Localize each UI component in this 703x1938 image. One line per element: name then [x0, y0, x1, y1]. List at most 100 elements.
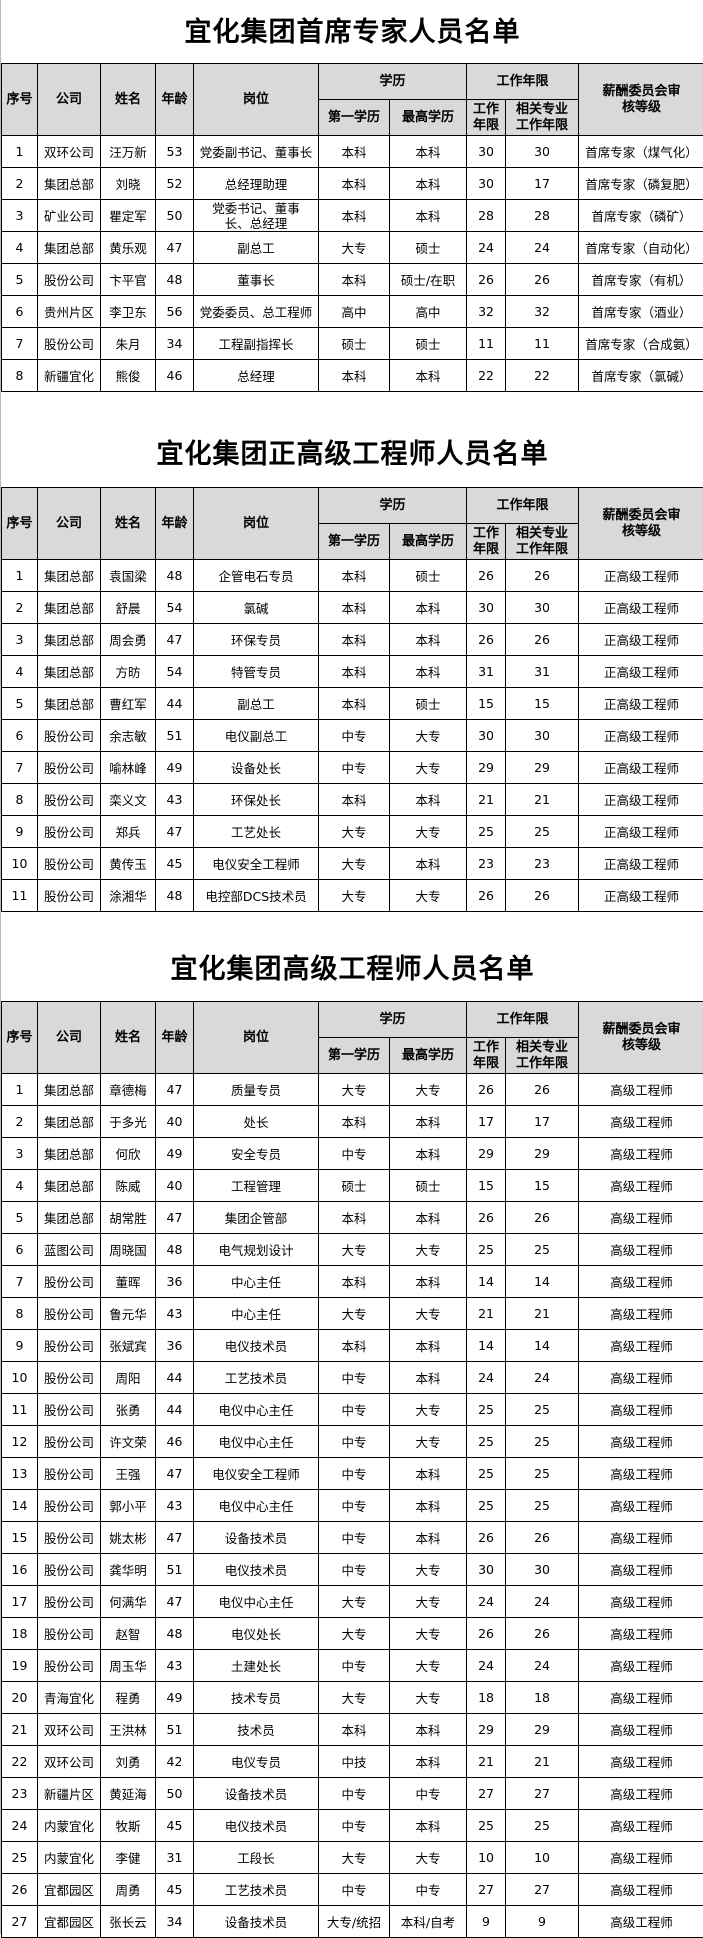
cell-name: 周晓国	[101, 1234, 156, 1266]
cell-no: 16	[2, 1554, 38, 1586]
cell-highest-edu: 本科	[390, 1106, 467, 1138]
cell-age: 47	[156, 1522, 194, 1554]
cell-first-edu: 高中	[319, 296, 390, 328]
cell-highest-edu: 大专	[390, 1298, 467, 1330]
header-years: 工作年限	[467, 100, 506, 136]
cell-first-edu: 本科	[319, 1330, 390, 1362]
cell-first-edu: 中专	[319, 1778, 390, 1810]
header-highest-edu: 最高学历	[390, 100, 467, 136]
cell-highest-edu: 本科	[390, 1330, 467, 1362]
cell-first-edu: 本科	[319, 784, 390, 816]
cell-level: 正高级工程师	[579, 848, 703, 880]
cell-first-edu: 大专	[319, 816, 390, 848]
cell-level: 高级工程师	[579, 1746, 703, 1778]
cell-position: 处长	[194, 1106, 319, 1138]
cell-first-edu: 中专	[319, 1554, 390, 1586]
cell-position: 土建处长	[194, 1650, 319, 1682]
cell-first-edu: 大专	[319, 1682, 390, 1714]
cell-position: 工艺处长	[194, 816, 319, 848]
cell-age: 51	[156, 720, 194, 752]
cell-work-years: 23	[467, 848, 506, 880]
cell-position: 中心主任	[194, 1266, 319, 1298]
personnel-table: 序号公司姓名年龄岗位学历工作年限薪酬委员会审核等级第一学历最高学历工作年限相关专…	[1, 63, 703, 392]
cell-work-years: 24	[467, 1586, 506, 1618]
cell-work-years: 10	[467, 1842, 506, 1874]
cell-no: 20	[2, 1682, 38, 1714]
cell-highest-edu: 大专	[390, 1842, 467, 1874]
cell-name: 熊俊	[101, 360, 156, 392]
cell-related-years: 26	[506, 880, 579, 912]
cell-highest-edu: 本科	[390, 136, 467, 168]
cell-first-edu: 中专	[319, 1810, 390, 1842]
cell-position: 总经理	[194, 360, 319, 392]
cell-company: 股份公司	[38, 880, 101, 912]
cell-company: 新疆宜化	[38, 360, 101, 392]
cell-work-years: 27	[467, 1778, 506, 1810]
cell-no: 13	[2, 1458, 38, 1490]
header-first-edu: 第一学历	[319, 1038, 390, 1074]
cell-position: 总经理助理	[194, 168, 319, 200]
cell-work-years: 24	[467, 1650, 506, 1682]
cell-related-years: 25	[506, 1394, 579, 1426]
cell-company: 股份公司	[38, 848, 101, 880]
cell-highest-edu: 高中	[390, 296, 467, 328]
cell-name: 陈威	[101, 1170, 156, 1202]
cell-first-edu: 大专	[319, 232, 390, 264]
cell-age: 42	[156, 1746, 194, 1778]
cell-level: 高级工程师	[579, 1586, 703, 1618]
cell-no: 10	[2, 1362, 38, 1394]
cell-position: 电仪技术员	[194, 1330, 319, 1362]
cell-level: 高级工程师	[579, 1650, 703, 1682]
cell-related-years: 21	[506, 1298, 579, 1330]
cell-position: 集团企管部	[194, 1202, 319, 1234]
cell-age: 43	[156, 1298, 194, 1330]
header-name: 姓名	[101, 64, 156, 136]
cell-highest-edu: 本科	[390, 1138, 467, 1170]
cell-position: 环保处长	[194, 784, 319, 816]
cell-name: 李卫东	[101, 296, 156, 328]
cell-position: 副总工	[194, 232, 319, 264]
cell-age: 47	[156, 816, 194, 848]
cell-position: 电气规划设计	[194, 1234, 319, 1266]
cell-name: 余志敏	[101, 720, 156, 752]
header-highest-edu: 最高学历	[390, 1038, 467, 1074]
cell-company: 股份公司	[38, 1650, 101, 1682]
cell-related-years: 26	[506, 560, 579, 592]
cell-related-years: 18	[506, 1682, 579, 1714]
header-first-edu: 第一学历	[319, 100, 390, 136]
cell-level: 高级工程师	[579, 1842, 703, 1874]
cell-related-years: 32	[506, 296, 579, 328]
cell-no: 1	[2, 1074, 38, 1106]
cell-work-years: 26	[467, 1618, 506, 1650]
cell-no: 26	[2, 1874, 38, 1906]
cell-level: 正高级工程师	[579, 560, 703, 592]
cell-name: 汪万新	[101, 136, 156, 168]
cell-position: 工程副指挥长	[194, 328, 319, 360]
cell-age: 47	[156, 624, 194, 656]
table-title: 宜化集团高级工程师人员名单	[1, 952, 703, 988]
cell-company: 集团总部	[38, 592, 101, 624]
cell-highest-edu: 本科	[390, 1458, 467, 1490]
cell-no: 11	[2, 1394, 38, 1426]
cell-no: 5	[2, 688, 38, 720]
cell-work-years: 26	[467, 1202, 506, 1234]
header-first-edu: 第一学历	[319, 524, 390, 560]
cell-work-years: 32	[467, 296, 506, 328]
cell-first-edu: 大专	[319, 880, 390, 912]
cell-name: 王强	[101, 1458, 156, 1490]
cell-highest-edu: 中专	[390, 1778, 467, 1810]
cell-related-years: 17	[506, 168, 579, 200]
cell-level: 正高级工程师	[579, 624, 703, 656]
cell-work-years: 26	[467, 1522, 506, 1554]
header-level: 薪酬委员会审核等级	[579, 1002, 703, 1074]
cell-company: 集团总部	[38, 560, 101, 592]
cell-name: 鲁元华	[101, 1298, 156, 1330]
